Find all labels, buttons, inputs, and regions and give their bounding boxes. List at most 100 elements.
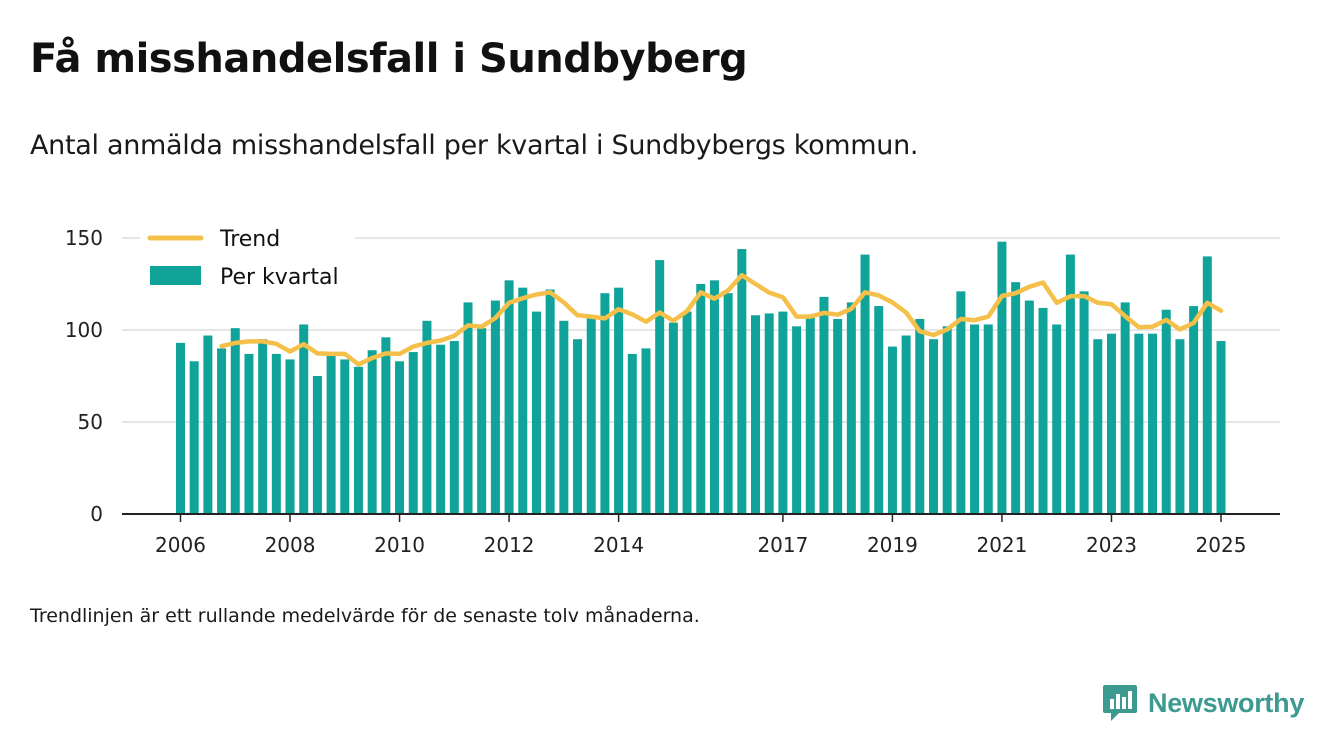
bar — [504, 280, 514, 514]
bar — [627, 353, 637, 514]
legend-trend-label: Trend — [219, 227, 280, 252]
bar — [1202, 256, 1212, 514]
bar — [586, 317, 596, 514]
y-tick-label: 50 — [78, 410, 103, 434]
bar — [997, 241, 1007, 514]
bar — [970, 324, 980, 514]
bar — [819, 296, 829, 514]
bar — [723, 293, 733, 514]
y-axis: 0 50 100 150 — [65, 226, 103, 526]
bar — [340, 359, 350, 514]
bar — [381, 337, 391, 514]
bar — [751, 315, 761, 514]
bar — [230, 328, 240, 514]
bar — [1052, 324, 1062, 514]
bar — [901, 335, 911, 514]
legend-bar-label: Per kvartal — [220, 265, 339, 290]
bar — [1175, 339, 1185, 514]
bar — [258, 339, 268, 514]
bar — [983, 324, 993, 514]
bar — [778, 311, 788, 514]
bar — [915, 318, 925, 514]
legend: Trend Per kvartal — [140, 220, 355, 298]
bar — [436, 344, 446, 514]
x-tick-label: 2017 — [757, 533, 808, 557]
bar — [189, 361, 199, 514]
bar — [600, 293, 610, 514]
y-tick-label: 150 — [65, 226, 103, 250]
bar — [860, 254, 870, 514]
bar — [792, 326, 802, 514]
bar — [408, 352, 418, 514]
bar — [1106, 333, 1116, 514]
bar — [477, 328, 487, 514]
trend-line — [219, 272, 1224, 367]
bar — [655, 260, 665, 514]
bar — [271, 353, 281, 514]
bar — [217, 348, 227, 514]
bar — [846, 302, 856, 514]
bar — [1011, 282, 1021, 514]
bar — [668, 322, 678, 514]
bar — [1189, 306, 1199, 514]
bar — [942, 326, 952, 514]
bar — [490, 300, 500, 514]
bar — [395, 361, 405, 514]
x-tick-label: 2023 — [1086, 533, 1137, 557]
bar — [887, 346, 897, 514]
bar — [518, 287, 528, 514]
chart-subtitle: Antal anmälda misshandelsfall per kvarta… — [30, 130, 919, 161]
bar — [285, 359, 295, 514]
x-tick-label: 2010 — [374, 533, 425, 557]
bar — [1079, 291, 1089, 514]
bar — [1134, 333, 1144, 514]
bar — [833, 318, 843, 514]
bar — [874, 306, 884, 514]
bar — [244, 353, 254, 514]
footnote: Trendlinjen är ett rullande medelvärde f… — [30, 605, 700, 627]
bar — [805, 317, 815, 514]
x-tick-label: 2019 — [867, 533, 918, 557]
bar — [682, 311, 692, 514]
brand-name: Newsworthy — [1148, 687, 1305, 718]
bar — [422, 320, 432, 514]
bar — [1093, 339, 1103, 514]
y-tick-label: 0 — [90, 502, 103, 526]
bar — [353, 366, 363, 514]
x-tick-label: 2008 — [265, 533, 316, 557]
x-tick-label: 2025 — [1196, 533, 1247, 557]
chart-title: Få misshandelsfall i Sundbyberg — [30, 36, 748, 82]
bar — [1161, 309, 1171, 514]
bar — [614, 287, 624, 514]
bar — [928, 339, 938, 514]
brand: Newsworthy — [1102, 682, 1304, 724]
bar — [1216, 341, 1226, 514]
legend-bar-swatch — [150, 266, 201, 285]
y-tick-label: 100 — [65, 318, 103, 342]
bar — [203, 335, 213, 514]
bar — [367, 350, 377, 514]
bar — [1120, 302, 1130, 514]
bar — [709, 280, 719, 514]
x-tick-label: 2006 — [155, 533, 206, 557]
bar — [696, 284, 706, 514]
bar — [326, 355, 336, 514]
bar-series — [176, 241, 1226, 514]
bar — [545, 289, 555, 514]
x-tick-label: 2021 — [976, 533, 1027, 557]
bar — [641, 348, 651, 514]
x-tick-label: 2014 — [593, 533, 644, 557]
bar — [312, 376, 322, 514]
bar — [1038, 307, 1048, 514]
bar — [463, 302, 473, 514]
bar — [573, 339, 583, 514]
bar — [956, 291, 966, 514]
bar — [764, 313, 774, 514]
bar — [1148, 333, 1158, 514]
x-tick-label: 2012 — [484, 533, 535, 557]
bar — [299, 324, 309, 514]
bar — [559, 320, 569, 514]
x-axis: 2006 2008 2010 2012 2014 2017 2019 2021 2023 2025 — [122, 513, 1280, 557]
bar — [449, 341, 459, 514]
